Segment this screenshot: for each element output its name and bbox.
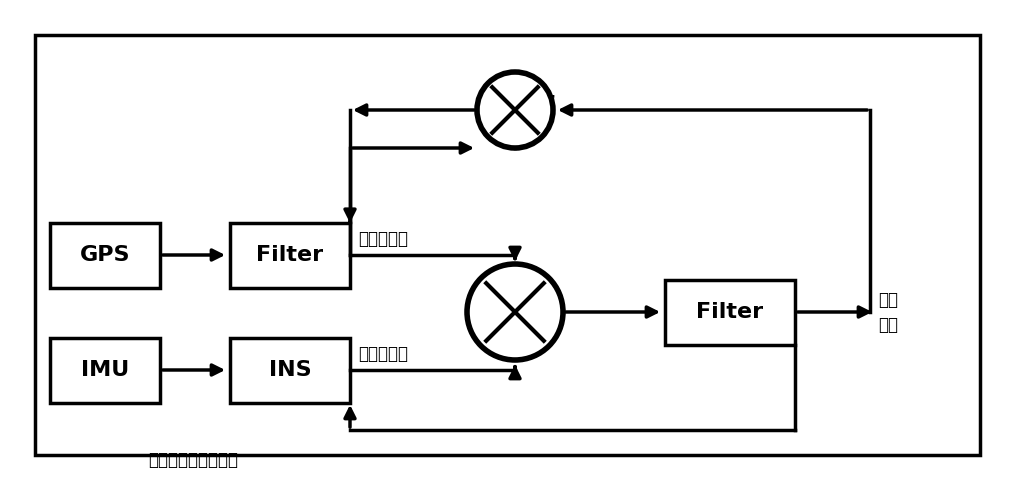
Text: 速度，位置: 速度，位置: [358, 345, 408, 363]
Bar: [665, 280, 795, 344]
Text: Filter: Filter: [257, 245, 324, 265]
Text: GPS: GPS: [80, 245, 130, 265]
Text: 位置: 位置: [878, 316, 898, 334]
Bar: [229, 337, 350, 402]
Bar: [50, 337, 160, 402]
Text: INS: INS: [269, 360, 311, 380]
Bar: [35, 35, 980, 455]
Text: IMU: IMU: [81, 360, 129, 380]
Text: +: +: [539, 87, 557, 107]
Text: -: -: [485, 90, 494, 110]
Ellipse shape: [467, 264, 563, 360]
Text: 速度: 速度: [878, 291, 898, 309]
Bar: [50, 223, 160, 287]
Bar: [229, 223, 350, 287]
Text: Filter: Filter: [697, 302, 763, 322]
Ellipse shape: [477, 72, 553, 148]
Text: 速度偏差，位置偏差: 速度偏差，位置偏差: [148, 451, 238, 469]
Text: 速度，位置: 速度，位置: [358, 230, 408, 248]
